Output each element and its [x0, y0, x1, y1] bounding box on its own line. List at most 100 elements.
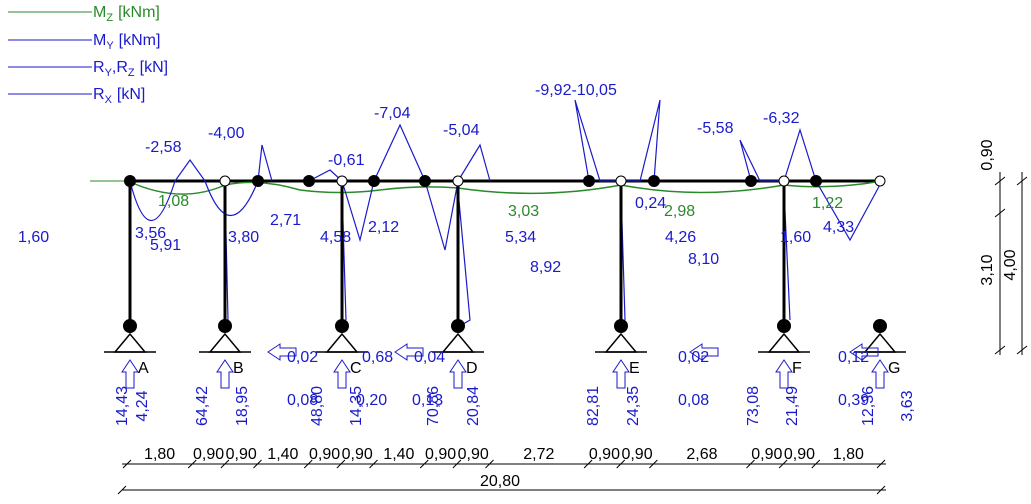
- support-joint: [873, 319, 887, 333]
- support-label: A: [138, 360, 149, 377]
- dimension-label: 1,80: [833, 446, 864, 463]
- vertical-reaction: 14,43: [114, 386, 131, 426]
- dimension-label: 0,90: [425, 446, 456, 463]
- node: [124, 175, 136, 187]
- node: [745, 175, 757, 187]
- horizontal-reactions: 0,02: [678, 349, 709, 366]
- hinge: [337, 176, 347, 186]
- support: [606, 334, 636, 352]
- legend-part: X: [105, 94, 113, 106]
- force-labels: 3,80: [228, 229, 259, 246]
- moment-labels: -5,04: [443, 122, 480, 139]
- support-joint: [335, 319, 349, 333]
- force-labels: 0,24: [635, 195, 666, 212]
- support-joint: [614, 319, 628, 333]
- vertical-reaction: 12,36: [860, 386, 877, 426]
- support: [115, 334, 145, 352]
- hinge: [220, 176, 230, 186]
- node: [303, 175, 315, 187]
- frame-diagram: MZ[kNm]MY[kNm]RY,RZ[kN]RX[kN]ABCDEFG-2,5…: [0, 0, 1031, 504]
- legend-part: M: [93, 4, 106, 21]
- legend-label: MZ [kNm]: [93, 4, 160, 24]
- moment-labels: -7,04: [374, 105, 411, 122]
- support: [769, 334, 799, 352]
- vertical-reaction: 70,86: [425, 386, 442, 426]
- hinge: [875, 176, 885, 186]
- horizontal-reactions: 0,02: [287, 349, 318, 366]
- vertical-reaction: 24,35: [625, 386, 642, 426]
- force-labels: 8,92: [530, 259, 561, 276]
- moment-labels: -6,32: [763, 110, 800, 127]
- side-dimension: 0,90: [979, 139, 996, 170]
- support-joint: [451, 319, 465, 333]
- dimension-label: 2,72: [523, 446, 554, 463]
- dimension-total: 20,80: [480, 473, 520, 490]
- vertical-reaction: 64,42: [194, 386, 211, 426]
- support: [327, 334, 357, 352]
- support-joint: [123, 319, 137, 333]
- support-label: B: [233, 360, 244, 377]
- horizontal-reactions: 0,08: [678, 392, 709, 409]
- reaction-arrow: [122, 360, 138, 388]
- dimension-label: 0,90: [193, 446, 224, 463]
- dimension-label: 0,90: [309, 446, 340, 463]
- node: [648, 175, 660, 187]
- legend-part: Z: [106, 12, 113, 24]
- moment-z-curve: [128, 181, 882, 194]
- reaction-arrow: [217, 360, 233, 388]
- legend-part: R: [93, 59, 105, 76]
- dimension-label: 1,40: [267, 446, 298, 463]
- force-labels: 8,10: [688, 251, 719, 268]
- legend-part: ,R: [112, 59, 128, 76]
- support-label: E: [629, 360, 640, 377]
- legend-part: [kNm]: [119, 32, 161, 49]
- hinge: [453, 176, 463, 186]
- support-label: C: [350, 360, 362, 377]
- side-dimension: 4,00: [1002, 249, 1019, 280]
- vertical-reaction: 14,35: [348, 386, 365, 426]
- moment-labels: -2,58: [145, 139, 182, 156]
- moment-labels: -5,58: [697, 120, 734, 137]
- dimension-label: 0,90: [621, 446, 652, 463]
- dimension-label: 1,80: [144, 446, 175, 463]
- vertical-reaction: 18,95: [234, 386, 251, 426]
- legend-part: [kNm]: [118, 4, 160, 21]
- dimension-label: 0,90: [458, 446, 489, 463]
- legend-label: MY [kNm]: [93, 32, 160, 52]
- legend-part: Z: [128, 67, 135, 79]
- legend-label: RY,RZ[kN]: [93, 59, 168, 79]
- support: [210, 334, 240, 352]
- vertical-reaction: 20,84: [465, 386, 482, 426]
- reaction-arrow: [776, 360, 792, 388]
- moment-z-labels: 1,08: [158, 193, 189, 210]
- force-labels: 1,60: [780, 229, 811, 246]
- hinge: [616, 176, 626, 186]
- reaction-arrow: [334, 360, 350, 388]
- node: [583, 175, 595, 187]
- node: [810, 175, 822, 187]
- node: [368, 175, 380, 187]
- horizontal-reactions: 0,68: [362, 349, 393, 366]
- force-labels: 4,26: [665, 229, 696, 246]
- legend-part: Y: [106, 40, 114, 52]
- dimension-label: 1,40: [383, 446, 414, 463]
- legend-part: M: [93, 32, 106, 49]
- reaction-arrow: [450, 360, 466, 388]
- legend-part: R: [93, 86, 105, 103]
- vertical-reaction: 82,81: [585, 386, 602, 426]
- dimension-label: 0,90: [589, 446, 620, 463]
- moment-labels: -0,61: [328, 152, 365, 169]
- force-labels: 2,71: [270, 212, 301, 229]
- horizontal-reactions: 0,12: [838, 349, 869, 366]
- moment-z-labels: 2,98: [664, 203, 695, 220]
- legend-label: RX [kN]: [93, 86, 145, 106]
- legend-part: [kN]: [117, 86, 145, 103]
- moment-labels: -9,92-10,05: [535, 82, 617, 99]
- dimension-label: 0,90: [784, 446, 815, 463]
- side-dimension: 3,10: [979, 254, 996, 285]
- support-joint: [777, 319, 791, 333]
- support: [443, 334, 473, 352]
- force-labels: 5,91: [150, 237, 181, 254]
- support-label: F: [792, 360, 802, 377]
